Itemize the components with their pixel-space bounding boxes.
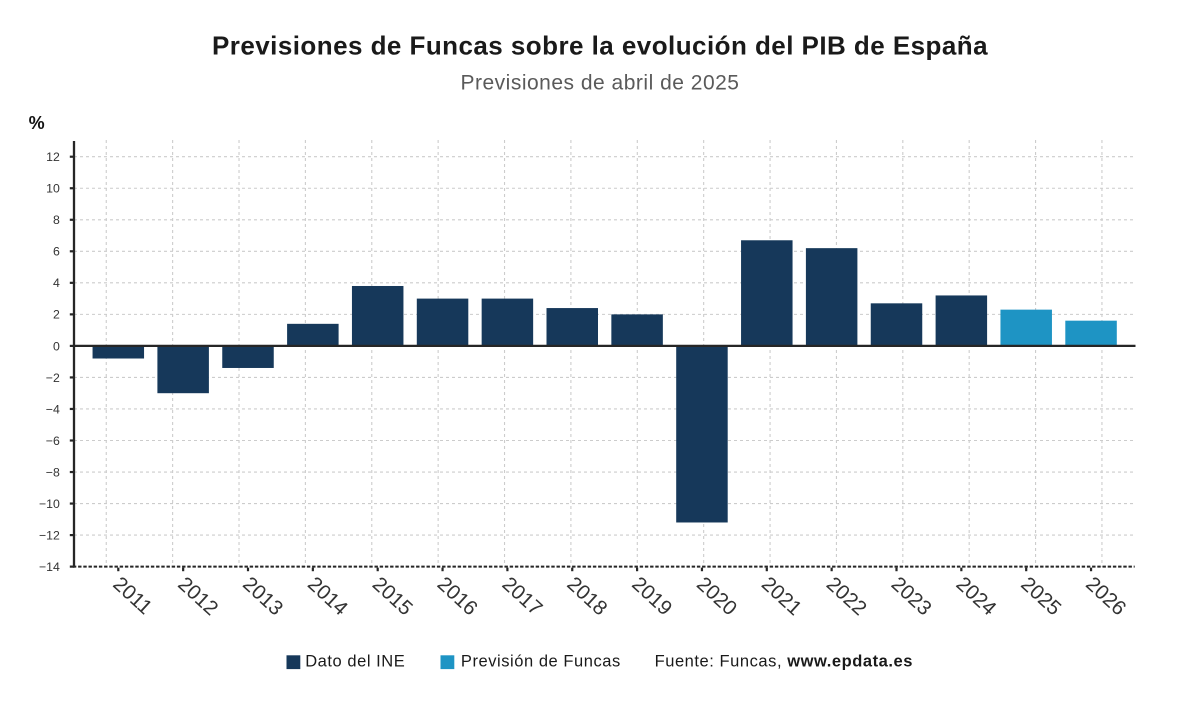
svg-text:Fuente: Funcas, www.epdata.es: Fuente: Funcas, www.epdata.es	[655, 653, 913, 671]
svg-text:%: %	[29, 113, 45, 133]
svg-text:−8: −8	[46, 465, 60, 479]
svg-text:−6: −6	[46, 434, 60, 448]
svg-text:10: 10	[46, 182, 60, 196]
svg-text:Previsiones de Funcas sobre la: Previsiones de Funcas sobre la evolución…	[212, 30, 988, 60]
svg-text:0: 0	[53, 339, 60, 353]
svg-text:−2: −2	[46, 371, 60, 385]
svg-text:6: 6	[53, 245, 60, 259]
svg-text:12: 12	[46, 150, 60, 164]
svg-text:2: 2	[53, 308, 60, 322]
svg-text:−12: −12	[39, 528, 60, 542]
svg-text:Dato del INE: Dato del INE	[305, 653, 405, 671]
svg-text:Previsiones de abril de 2025: Previsiones de abril de 2025	[460, 71, 739, 94]
svg-text:4: 4	[53, 276, 60, 290]
svg-text:8: 8	[53, 213, 60, 227]
svg-text:−10: −10	[39, 497, 60, 511]
svg-text:−4: −4	[46, 402, 60, 416]
svg-text:−14: −14	[39, 560, 60, 574]
svg-text:Previsión de Funcas: Previsión de Funcas	[461, 653, 621, 671]
